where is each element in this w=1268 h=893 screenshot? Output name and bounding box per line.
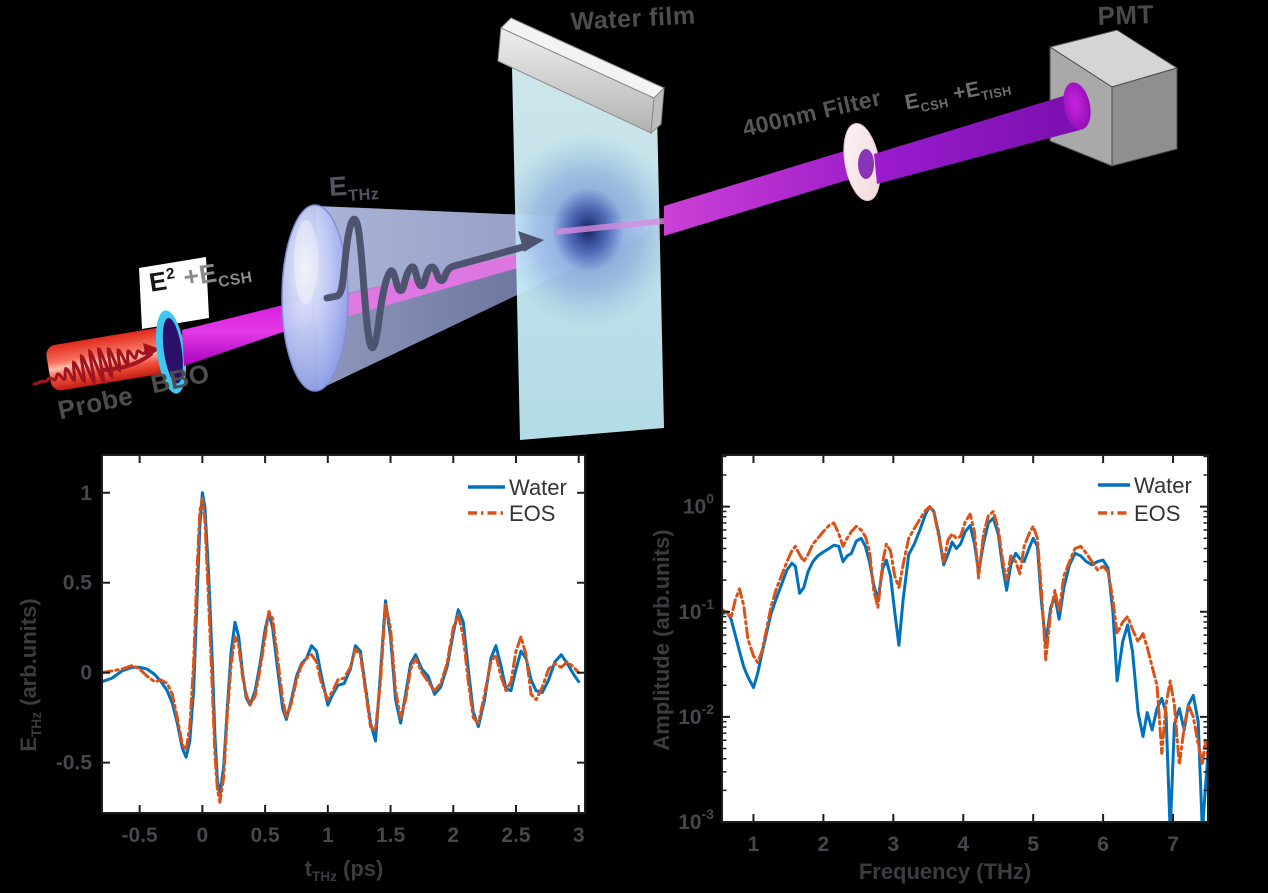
film-holder-bar (497, 17, 665, 135)
y-tick-label: 10-2 (678, 701, 714, 729)
lens-highlight (294, 220, 318, 304)
x-tick-label: 4 (957, 833, 969, 856)
time-chart-ylabel: ETHz (arb.units) (16, 598, 44, 751)
bbo-crystal (155, 310, 187, 394)
plot-area (722, 455, 1208, 822)
legend-label-eos: EOS (509, 501, 555, 526)
series-group (102, 491, 581, 804)
plot-area (102, 455, 585, 813)
x-tick-label: 1 (748, 833, 760, 856)
legend-label-water: Water (1134, 473, 1192, 498)
series-eos (722, 505, 1208, 767)
pmt-label: PMT (1097, 0, 1154, 32)
y-tick-label: -0.5 (56, 752, 93, 775)
x-tick-label: 6 (1097, 833, 1109, 856)
axis-frame (101, 454, 586, 814)
spectrum-xlabel-text: Frequency (THz) (858, 859, 1032, 884)
spectrum-chart-xlabel: Frequency (THz) (859, 859, 1031, 885)
spectrum-ylabel-text: Amplitude (arb.units) (649, 529, 674, 751)
x-tick-label: -0.5 (122, 824, 159, 847)
x-tick-label: 2.5 (501, 824, 531, 847)
spectrum-chart-ylabel: Amplitude (arb.units) (649, 529, 675, 750)
time-ylabel-unit: (arb.units) (15, 598, 41, 712)
signal-beam (874, 94, 1080, 184)
legend-label-eos: EOS (1134, 501, 1180, 526)
series-group (722, 505, 1208, 822)
probe-pulse-path (32, 346, 152, 386)
probe-pulse-waveform (32, 343, 160, 386)
y-tick-label: 1 (80, 482, 92, 505)
x-tick-label: 3 (573, 824, 585, 847)
x-tick-label: 3 (887, 833, 899, 856)
x-tick-label: 1 (322, 824, 334, 847)
x-tick-label: 0 (197, 824, 209, 847)
y-tick-label: 10-1 (678, 596, 714, 624)
pmt-label-text: PMT (1097, 0, 1155, 31)
y-tick-label: 100 (683, 491, 714, 519)
time-chart-xlabel: tTHz (ps) (305, 856, 384, 884)
y-tick-label: 0 (80, 662, 92, 685)
time-ylabel-main: E (15, 736, 41, 752)
thz-waveform (323, 215, 527, 351)
x-tick-label: 7 (1167, 833, 1179, 856)
lens (281, 204, 349, 392)
x-tick-label: 1.5 (376, 824, 406, 847)
x-tick-label: 2 (447, 824, 459, 847)
pmt-entrance-spot (1063, 82, 1091, 130)
time-xlabel-unit: (ps) (336, 855, 384, 881)
axis-frame (721, 454, 1209, 823)
y-tick-label: 10-3 (678, 806, 714, 834)
legend-label-water: Water (509, 475, 567, 500)
sig-plus: +E (944, 77, 983, 107)
ethz-sub: THz (347, 184, 380, 206)
ethz-e: E (328, 170, 349, 202)
water-film-label-text: Water film (570, 1, 697, 36)
sh-plus: +E (173, 257, 220, 294)
filter-aperture (858, 149, 874, 179)
x-tick-label: 5 (1027, 833, 1039, 856)
x-tick-label: 0.5 (250, 824, 280, 847)
y-tick-label: 0.5 (63, 572, 93, 595)
series-water (722, 505, 1208, 822)
thz-arrowhead-icon (518, 231, 544, 252)
sh-beam (182, 298, 312, 366)
time-ylabel-sub: THz (29, 712, 45, 737)
x-tick-label: 2 (818, 833, 830, 856)
time-xlabel-sub: THz (311, 869, 337, 885)
series-eos (102, 496, 581, 804)
pmt-detector (1048, 29, 1179, 167)
sh-card (139, 257, 209, 329)
setup-diagram (32, 17, 1179, 440)
sh-beam-after-film (664, 149, 851, 236)
beam-through-film (555, 218, 665, 235)
probe-arrowhead-icon (143, 343, 160, 358)
ethz-label: ETHz (328, 169, 380, 208)
time-xlabel-main: t (304, 855, 312, 881)
spectrum-chart: 1 2 3 4 5 6 7 100 10-1 10-2 10-3 Water EOS (678, 454, 1209, 856)
